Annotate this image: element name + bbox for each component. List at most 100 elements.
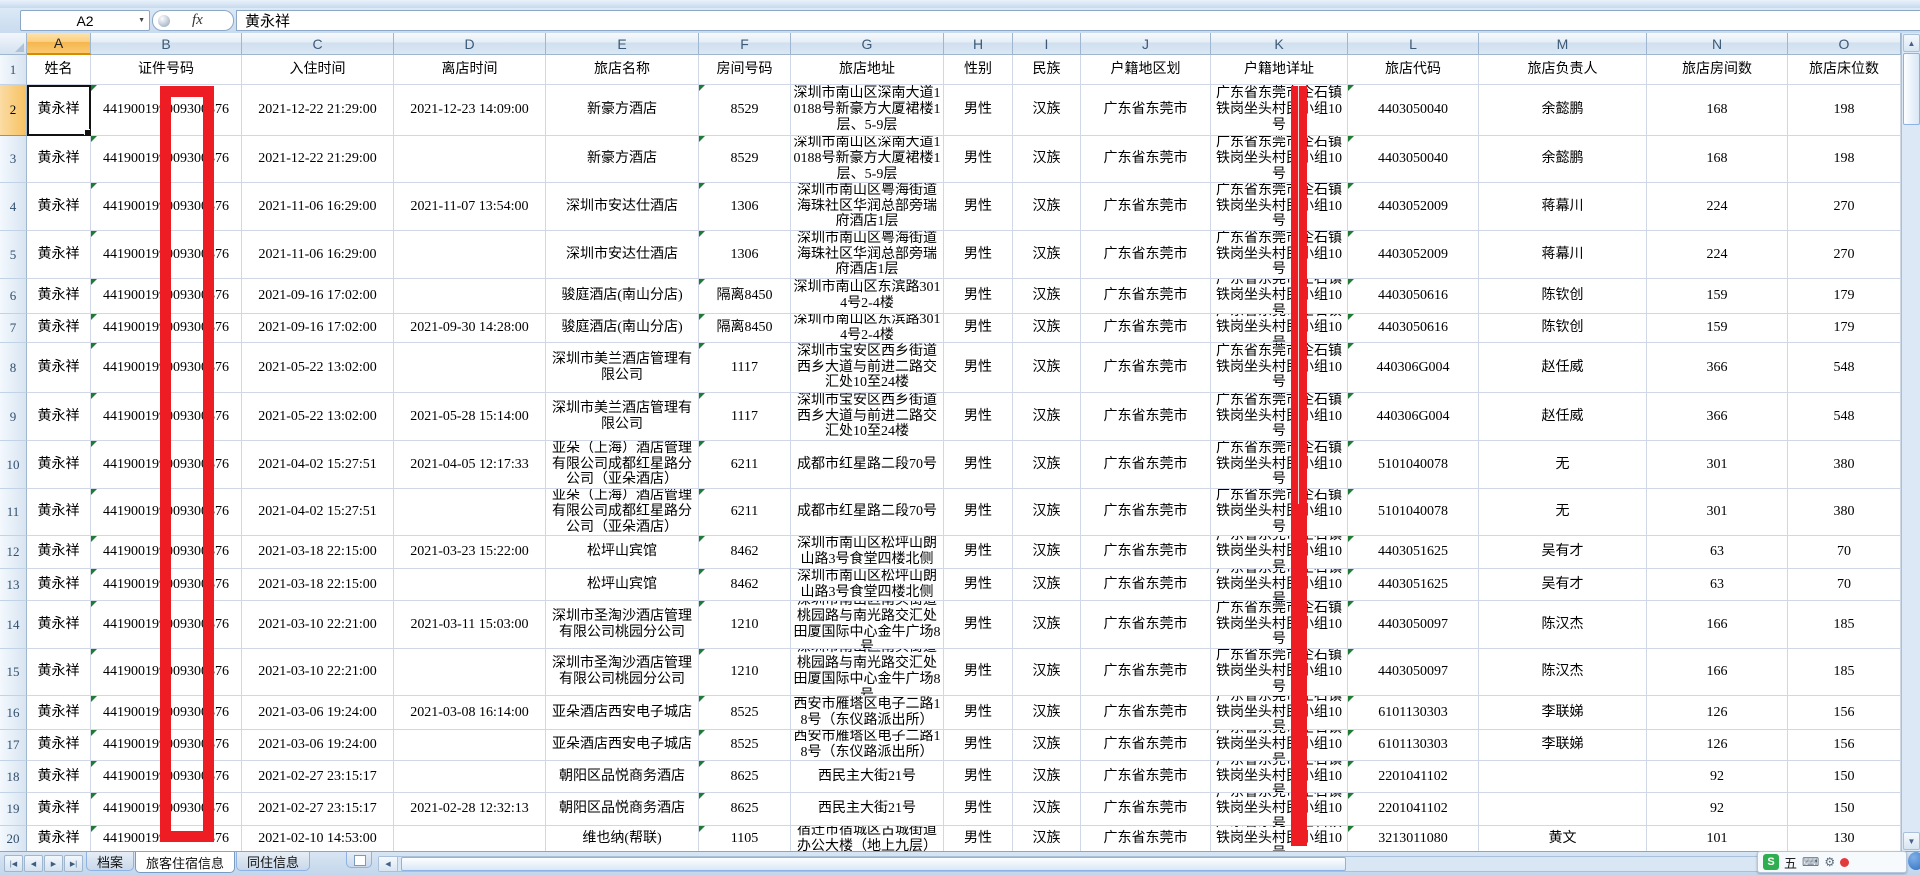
cell-F16[interactable]: 8525 bbox=[699, 696, 791, 730]
row-header-9[interactable]: 9 bbox=[0, 393, 27, 441]
cell-F6[interactable]: 隔离8450 bbox=[699, 279, 791, 314]
cell-M10[interactable]: 无 bbox=[1479, 441, 1647, 489]
cell-O20[interactable]: 130 bbox=[1788, 826, 1901, 851]
cell-E20[interactable]: 维也纳(帮联) bbox=[546, 826, 699, 851]
cell-I20[interactable]: 汉族 bbox=[1013, 826, 1081, 851]
cell-J13[interactable]: 广东省东莞市 bbox=[1081, 569, 1211, 601]
cell-I8[interactable]: 汉族 bbox=[1013, 343, 1081, 393]
row-header-10[interactable]: 10 bbox=[0, 441, 27, 489]
row-header-11[interactable]: 11 bbox=[0, 489, 27, 536]
cell-N14[interactable]: 166 bbox=[1647, 601, 1788, 649]
cell-H18[interactable]: 男性 bbox=[944, 761, 1013, 793]
ime-tools-icon[interactable]: ⚙ bbox=[1824, 855, 1836, 869]
cell-D10[interactable]: 2021-04-05 12:17:33 bbox=[394, 441, 546, 489]
cell-K11[interactable]: 广东省东莞市企石镇铁岗坐头村民小组10号 bbox=[1211, 489, 1348, 536]
cell-F2[interactable]: 8529 bbox=[699, 85, 791, 136]
cell-O19[interactable]: 150 bbox=[1788, 793, 1901, 826]
cell-N17[interactable]: 126 bbox=[1647, 730, 1788, 761]
cell-M17[interactable]: 李联娣 bbox=[1479, 730, 1647, 761]
cell-K14[interactable]: 广东省东莞市企石镇铁岗坐头村民小组10号 bbox=[1211, 601, 1348, 649]
cell-H6[interactable]: 男性 bbox=[944, 279, 1013, 314]
select-all-corner[interactable] bbox=[0, 33, 27, 55]
first-sheet-button[interactable]: |◀ bbox=[4, 855, 23, 872]
cell-E6[interactable]: 骏庭酒店(南山分店) bbox=[546, 279, 699, 314]
cell-I5[interactable]: 汉族 bbox=[1013, 231, 1081, 279]
cell-E5[interactable]: 深圳市安达仕酒店 bbox=[546, 231, 699, 279]
cell-C8[interactable]: 2021-05-22 13:02:00 bbox=[242, 343, 394, 393]
scroll-down-icon[interactable]: ▼ bbox=[1903, 832, 1920, 850]
cell-F9[interactable]: 1117 bbox=[699, 393, 791, 441]
cell-O10[interactable]: 380 bbox=[1788, 441, 1901, 489]
cell-J4[interactable]: 广东省东莞市 bbox=[1081, 183, 1211, 231]
cell-A12[interactable]: 黄永祥 bbox=[27, 536, 91, 569]
cell-D1[interactable]: 离店时间 bbox=[394, 55, 546, 85]
cell-G17[interactable]: 西安市雁塔区电子二路18号（东仪路派出所） bbox=[791, 730, 944, 761]
cell-I11[interactable]: 汉族 bbox=[1013, 489, 1081, 536]
name-box[interactable]: A2 ▼ bbox=[20, 10, 150, 31]
cell-F8[interactable]: 1117 bbox=[699, 343, 791, 393]
scroll-left-icon[interactable]: ◀ bbox=[379, 857, 398, 871]
cell-M9[interactable]: 赵任威 bbox=[1479, 393, 1647, 441]
ime-logo-icon[interactable]: S bbox=[1763, 854, 1779, 870]
cell-A14[interactable]: 黄永祥 bbox=[27, 601, 91, 649]
cell-O7[interactable]: 179 bbox=[1788, 314, 1901, 343]
cell-C16[interactable]: 2021-03-06 19:24:00 bbox=[242, 696, 394, 730]
cell-G14[interactable]: 深圳市南山区南头街道桃园路与南光路交汇处田厦国际中心金牛广场8号 bbox=[791, 601, 944, 649]
insert-function-button[interactable]: fx bbox=[152, 10, 234, 31]
cell-J8[interactable]: 广东省东莞市 bbox=[1081, 343, 1211, 393]
cell-J10[interactable]: 广东省东莞市 bbox=[1081, 441, 1211, 489]
cell-I6[interactable]: 汉族 bbox=[1013, 279, 1081, 314]
cell-O15[interactable]: 185 bbox=[1788, 649, 1901, 696]
cell-I17[interactable]: 汉族 bbox=[1013, 730, 1081, 761]
cell-H8[interactable]: 男性 bbox=[944, 343, 1013, 393]
column-header-B[interactable]: B bbox=[91, 33, 242, 55]
cell-L8[interactable]: 440306G004 bbox=[1348, 343, 1479, 393]
cell-G7[interactable]: 深圳市南山区东滨路3014号2-4楼 bbox=[791, 314, 944, 343]
cell-H3[interactable]: 男性 bbox=[944, 136, 1013, 183]
cell-M3[interactable]: 余懿鹏 bbox=[1479, 136, 1647, 183]
column-header-A[interactable]: A bbox=[27, 33, 91, 55]
cell-O9[interactable]: 548 bbox=[1788, 393, 1901, 441]
cell-H14[interactable]: 男性 bbox=[944, 601, 1013, 649]
cell-D17[interactable] bbox=[394, 730, 546, 761]
cell-E10[interactable]: 亚朵（上海）酒店管理有限公司成都红星路分公司（亚朵酒店） bbox=[546, 441, 699, 489]
cell-G1[interactable]: 旅店地址 bbox=[791, 55, 944, 85]
cell-M16[interactable]: 李联娣 bbox=[1479, 696, 1647, 730]
row-header-1[interactable]: 1 bbox=[0, 55, 27, 85]
cell-A10[interactable]: 黄永祥 bbox=[27, 441, 91, 489]
cell-J14[interactable]: 广东省东莞市 bbox=[1081, 601, 1211, 649]
cell-G3[interactable]: 深圳市南山区深南大道10188号新豪方大厦裙楼1层、5-9层 bbox=[791, 136, 944, 183]
column-header-N[interactable]: N bbox=[1647, 33, 1788, 55]
cell-G5[interactable]: 深圳市南山区粤海街道海珠社区华润总部旁瑞府酒店1层 bbox=[791, 231, 944, 279]
cell-D7[interactable]: 2021-09-30 14:28:00 bbox=[394, 314, 546, 343]
cell-A2[interactable]: 黄永祥 bbox=[27, 85, 91, 136]
cell-E2[interactable]: 新豪方酒店 bbox=[546, 85, 699, 136]
cell-O3[interactable]: 198 bbox=[1788, 136, 1901, 183]
cell-C9[interactable]: 2021-05-22 13:02:00 bbox=[242, 393, 394, 441]
row-header-13[interactable]: 13 bbox=[0, 569, 27, 601]
cell-H5[interactable]: 男性 bbox=[944, 231, 1013, 279]
cell-F19[interactable]: 8625 bbox=[699, 793, 791, 826]
column-header-K[interactable]: K bbox=[1211, 33, 1348, 55]
cell-O12[interactable]: 70 bbox=[1788, 536, 1901, 569]
cell-N13[interactable]: 63 bbox=[1647, 569, 1788, 601]
cell-C5[interactable]: 2021-11-06 16:29:00 bbox=[242, 231, 394, 279]
cell-A1[interactable]: 姓名 bbox=[27, 55, 91, 85]
cell-I12[interactable]: 汉族 bbox=[1013, 536, 1081, 569]
cell-A6[interactable]: 黄永祥 bbox=[27, 279, 91, 314]
cell-A7[interactable]: 黄永祥 bbox=[27, 314, 91, 343]
cell-N19[interactable]: 92 bbox=[1647, 793, 1788, 826]
cell-H9[interactable]: 男性 bbox=[944, 393, 1013, 441]
row-header-5[interactable]: 5 bbox=[0, 231, 27, 279]
cell-N6[interactable]: 159 bbox=[1647, 279, 1788, 314]
cell-O13[interactable]: 70 bbox=[1788, 569, 1901, 601]
cell-J20[interactable]: 广东省东莞市 bbox=[1081, 826, 1211, 851]
cell-O16[interactable]: 156 bbox=[1788, 696, 1901, 730]
cell-I10[interactable]: 汉族 bbox=[1013, 441, 1081, 489]
horizontal-scrollbar[interactable]: ◀ ▶ bbox=[378, 856, 1900, 872]
column-header-I[interactable]: I bbox=[1013, 33, 1081, 55]
cell-A15[interactable]: 黄永祥 bbox=[27, 649, 91, 696]
cell-B1[interactable]: 证件号码 bbox=[91, 55, 242, 85]
cell-D12[interactable]: 2021-03-23 15:22:00 bbox=[394, 536, 546, 569]
column-header-J[interactable]: J bbox=[1081, 33, 1211, 55]
